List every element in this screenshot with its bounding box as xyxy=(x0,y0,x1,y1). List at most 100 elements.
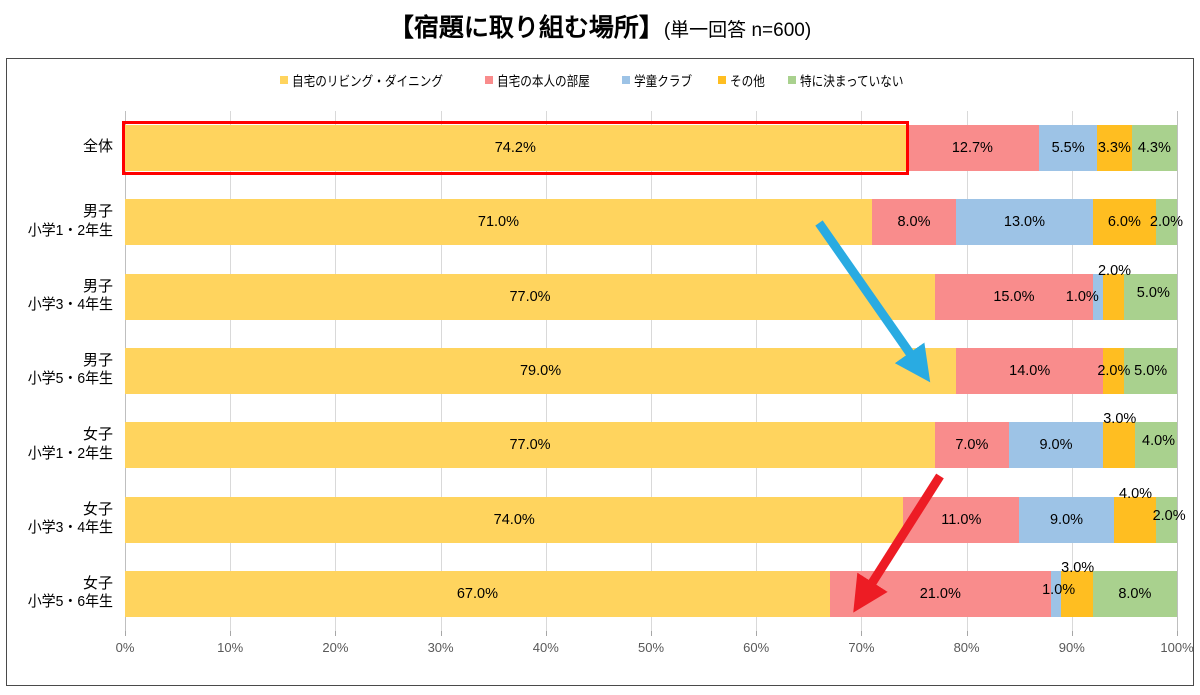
bar-value-label: 4.0% xyxy=(1119,485,1153,502)
bar-value-label: 3.0% xyxy=(1061,559,1095,576)
x-tick-label: 80% xyxy=(953,640,980,655)
bar-value-label: 11.0% xyxy=(941,511,982,528)
category-label-line1: 女子 xyxy=(82,574,113,592)
bar-value-label: 9.0% xyxy=(1049,511,1084,528)
bar-segment[interactable]: 4.0% xyxy=(1134,422,1177,469)
x-tick-mark xyxy=(966,631,968,636)
category-label: 女子 小学3・4年生 xyxy=(0,501,113,538)
legend-label: 特に決まっていない xyxy=(799,74,904,89)
x-tick-label: 100% xyxy=(1160,640,1194,655)
bar-value-label: 79.0% xyxy=(519,363,562,379)
x-tick-mark xyxy=(756,631,758,636)
page-title: 【宿題に取り組む場所】 xyxy=(388,14,664,42)
bar-segment[interactable]: 77.0% xyxy=(125,273,936,320)
category-label-line1: 男子 xyxy=(82,277,113,295)
x-tick-label: 30% xyxy=(427,640,454,655)
bar-segment[interactable]: 4.3% xyxy=(1131,125,1177,172)
category-label: 全体 xyxy=(0,138,113,156)
bar-value-label: 5.0% xyxy=(1134,363,1168,379)
bar-segment[interactable]: 71.0% xyxy=(125,199,872,246)
bar-segment[interactable]: 5.5% xyxy=(1039,125,1098,172)
bar-segment[interactable]: 77.0% xyxy=(125,422,936,469)
bar-value-label: 1.0% xyxy=(1042,581,1076,598)
category-label-line2: 小学5・6年生 xyxy=(27,593,113,611)
bar-segment[interactable]: 4.0% xyxy=(1113,486,1156,543)
bar-segment[interactable]: 2.0% xyxy=(1098,263,1131,320)
bar-value-label: 67.0% xyxy=(456,585,498,602)
x-tick-mark xyxy=(230,631,232,636)
legend-label: 学童クラブ xyxy=(633,74,692,89)
bar-segment[interactable]: 8.0% xyxy=(1092,570,1177,617)
category-label: 男子 小学1・2年生 xyxy=(0,203,113,240)
bar-segment[interactable]: 2.0% xyxy=(1153,496,1186,543)
bar-segment[interactable]: 15.0% xyxy=(935,273,1093,320)
bar-segment[interactable]: 3.0% xyxy=(1103,411,1136,469)
x-tick-mark xyxy=(545,631,547,636)
bar-value-label: 9.0% xyxy=(1039,437,1073,454)
legend-item-3[interactable]: その他 xyxy=(718,70,771,90)
category-label-line1: 女子 xyxy=(82,426,113,444)
x-tick-mark xyxy=(651,631,652,636)
bar-value-label: 77.0% xyxy=(509,288,551,305)
bar-segment[interactable]: 74.0% xyxy=(125,496,904,543)
bar-value-label: 3.0% xyxy=(1103,411,1137,428)
bar-segment[interactable]: 1.0% xyxy=(1066,273,1104,320)
bar-segment[interactable]: 5.0% xyxy=(1124,273,1177,320)
bar-segment[interactable]: 11.0% xyxy=(903,496,1020,543)
x-tick-label: 90% xyxy=(1058,640,1085,655)
category-label-line1: 全体 xyxy=(82,138,113,156)
x-tick-mark xyxy=(1177,631,1178,636)
legend-item-0[interactable]: 自宅のリビング・ダイニング xyxy=(280,70,468,90)
bar-segment[interactable]: 7.0% xyxy=(935,422,1009,469)
bar-segment[interactable]: 2.0% xyxy=(1097,348,1130,394)
legend-item-4[interactable]: 特に決まっていない xyxy=(787,70,920,90)
x-tick-mark xyxy=(861,631,863,636)
legend-label: 自宅の本人の部屋 xyxy=(496,74,590,89)
bar-segment[interactable]: 13.0% xyxy=(956,199,1093,246)
plot-area: 74.2% 12.7% 5.5% 3.3% 4.3% 全体 71.0% 8.0% 13.0% 6.… xyxy=(28,111,1194,655)
bar-row: 71.0% 8.0% 13.0% 6.0% 2.0% xyxy=(125,199,1183,246)
bar-value-label: 6.0% xyxy=(1107,214,1141,231)
x-tick-label: 50% xyxy=(637,640,665,655)
bar-segment[interactable]: 74.2% xyxy=(125,125,906,172)
legend-item-2[interactable]: 学童クラブ xyxy=(621,70,702,90)
bar-segment[interactable]: 67.0% xyxy=(125,570,830,617)
bar-segment[interactable]: 3.3% xyxy=(1097,125,1132,172)
bar-row: 79.0% 14.0% 2.0% 5.0% xyxy=(125,348,1177,394)
bar-segment[interactable]: 12.7% xyxy=(905,125,1040,172)
bar-row: 74.2% 12.7% 5.5% 3.3% 4.3% xyxy=(125,125,1177,172)
bar-segment[interactable]: 21.0% xyxy=(829,570,1051,617)
x-tick-label: 0% xyxy=(115,640,135,655)
bar-value-label: 14.0% xyxy=(1009,363,1051,379)
bar-segment[interactable]: 5.0% xyxy=(1124,348,1177,394)
x-tick-label: 40% xyxy=(532,640,559,655)
bar-segment[interactable]: 1.0% xyxy=(1042,570,1075,617)
bar-segment[interactable]: 8.0% xyxy=(871,199,957,246)
bar-segment[interactable]: 3.0% xyxy=(1061,560,1094,617)
category-label: 男子 小学5・6年生 xyxy=(0,352,113,389)
legend-item-1[interactable]: 自宅の本人の部屋 xyxy=(484,70,605,90)
legend-label: 自宅のリビング・ダイニング xyxy=(292,74,444,89)
category-label-line2: 小学1・2年生 xyxy=(27,221,113,239)
x-tick-mark xyxy=(335,631,337,636)
bar-value-label: 4.3% xyxy=(1137,140,1171,157)
bar-segment[interactable]: 2.0% xyxy=(1150,199,1183,246)
bar-segment[interactable]: 14.0% xyxy=(956,348,1104,394)
bar-value-label: 21.0% xyxy=(919,585,961,602)
legend-swatch-icon xyxy=(718,76,727,84)
category-label-line2: 小学3・4年生 xyxy=(27,518,113,536)
legend-swatch-icon xyxy=(280,76,289,84)
category-label-line1: 男子 xyxy=(82,203,113,221)
legend-label: その他 xyxy=(730,74,765,89)
bar-segment[interactable]: 9.0% xyxy=(1008,422,1104,469)
chart-frame: 自宅のリビング・ダイニング 自宅の本人の部屋 学童クラブ その他 特に決まっていない 7… xyxy=(6,58,1194,686)
bar-value-label: 2.0% xyxy=(1097,262,1132,279)
x-tick-label: 10% xyxy=(217,640,244,655)
bar-value-label: 7.0% xyxy=(955,437,989,454)
bar-segment[interactable]: 9.0% xyxy=(1019,496,1114,543)
bar-value-label: 71.0% xyxy=(477,214,520,231)
category-label-line1: 男子 xyxy=(82,352,113,369)
bar-segment[interactable]: 79.0% xyxy=(125,348,957,394)
bar-segment[interactable]: 6.0% xyxy=(1092,199,1156,246)
x-tick-mark xyxy=(1071,631,1073,636)
